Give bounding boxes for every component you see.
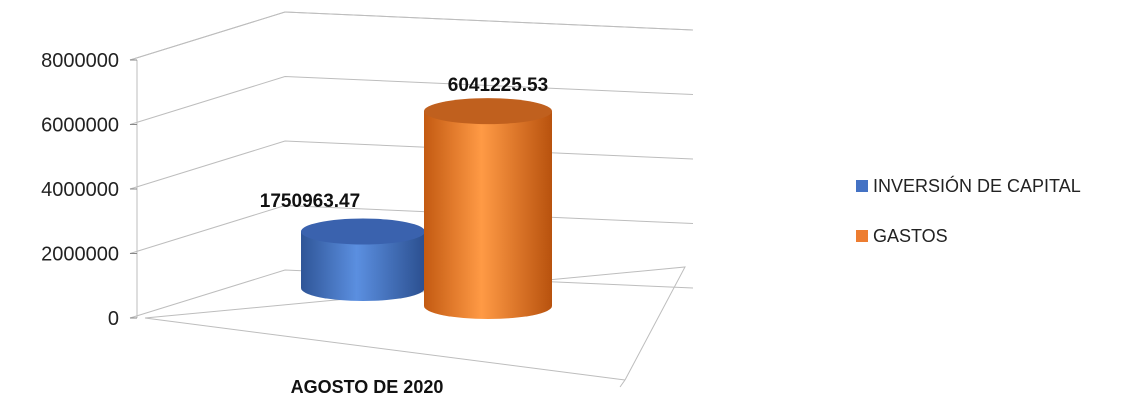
gridline bbox=[129, 11, 694, 61]
gridline bbox=[129, 140, 694, 190]
bar-inversion bbox=[301, 218, 425, 301]
y-tick-label: 2000000 bbox=[41, 244, 119, 266]
floor-corner-tick bbox=[619, 379, 626, 388]
gridlines bbox=[129, 11, 694, 319]
y-tick-label: 8000000 bbox=[41, 50, 119, 72]
gridline bbox=[129, 75, 694, 125]
legend: INVERSIÓN DE CAPITAL GASTOS bbox=[856, 175, 1081, 246]
gridline bbox=[129, 269, 694, 319]
data-label-inversion: 1750963.47 bbox=[260, 191, 360, 212]
y-axis-tick-labels: 0 2000000 4000000 6000000 8000000 bbox=[41, 50, 119, 330]
plot-frame bbox=[129, 11, 694, 388]
bars bbox=[301, 98, 552, 320]
legend-swatch-inversion bbox=[856, 180, 868, 192]
legend-item-gastos: GASTOS bbox=[873, 226, 948, 246]
bar-body bbox=[424, 111, 552, 320]
bar-top bbox=[301, 218, 425, 245]
gridline bbox=[129, 204, 694, 254]
y-tick-label: 6000000 bbox=[41, 115, 119, 137]
legend-item-inversion: INVERSIÓN DE CAPITAL bbox=[873, 175, 1081, 196]
y-tick-label: 0 bbox=[108, 308, 119, 330]
bar-gastos bbox=[424, 98, 552, 320]
bar-top bbox=[424, 98, 552, 125]
legend-swatch-gastos bbox=[856, 230, 868, 242]
data-label-gastos: 6041225.53 bbox=[448, 75, 548, 96]
y-tick-label: 4000000 bbox=[41, 179, 119, 201]
data-labels: 1750963.47 6041225.53 bbox=[260, 75, 548, 212]
x-category-label: AGOSTO DE 2020 bbox=[291, 377, 444, 397]
floor-front-edge bbox=[144, 317, 626, 381]
bar-body bbox=[301, 231, 425, 301]
floor-edges bbox=[144, 266, 686, 381]
